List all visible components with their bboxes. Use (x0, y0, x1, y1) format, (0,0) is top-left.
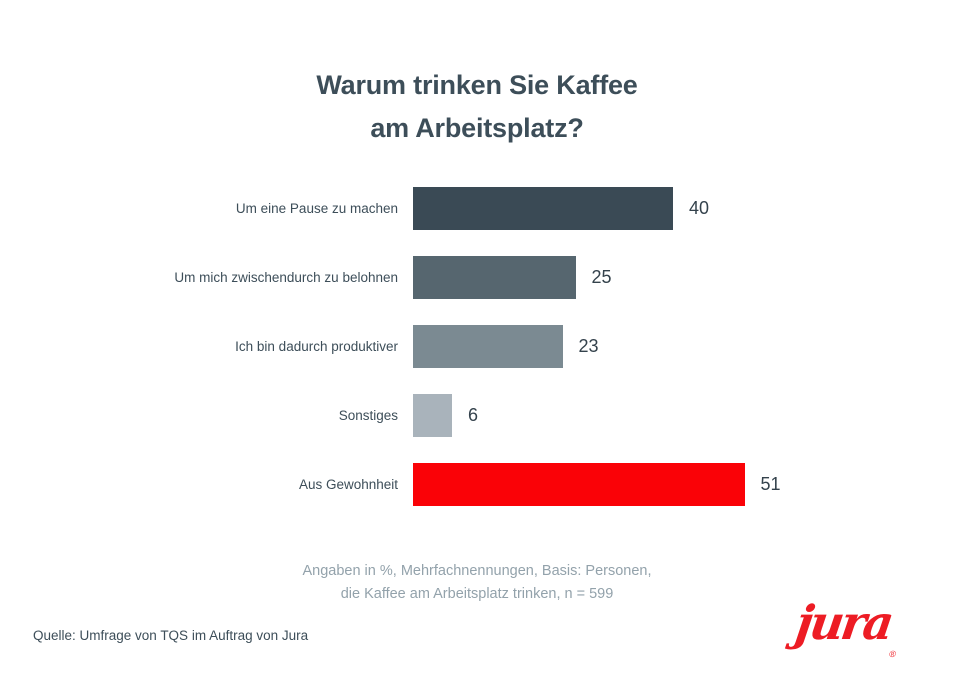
chart-footnote: Angaben in %, Mehrfachnennungen, Basis: … (0, 560, 954, 606)
chart-title: Warum trinken Sie Kaffee am Arbeitsplatz… (0, 64, 954, 150)
chart-title-line1: Warum trinken Sie Kaffee (316, 70, 638, 100)
value-label: 6 (468, 405, 479, 425)
bar (413, 394, 452, 437)
bar-row: Um eine Pause zu machen 40 (0, 187, 954, 230)
value-label: 25 (591, 267, 612, 287)
bar-chart: Um eine Pause zu machen 40 Um mich zwische… (0, 187, 954, 532)
category-label: Sonstiges (338, 408, 398, 423)
bar-row: Aus Gewohnheit 51 (0, 463, 954, 506)
value-label: 40 (689, 198, 710, 218)
bar (413, 256, 576, 299)
bar-row: Um mich zwischendurch zu belohnen 25 (0, 256, 954, 299)
footnote-line1: Angaben in %, Mehrfachnennungen, Basis: … (302, 563, 652, 579)
chart-title-line2: am Arbeitsplatz? (370, 113, 584, 143)
bar-row: Ich bin dadurch produktiver 23 (0, 325, 954, 368)
jura-logo-text: jura® (792, 596, 897, 659)
category-label: Ich bin dadurch produktiver (235, 339, 398, 354)
bar (413, 187, 673, 230)
bar (413, 325, 563, 368)
category-label: Um eine Pause zu machen (235, 201, 398, 216)
source-note: Quelle: Umfrage von TQS im Auftrag von J… (33, 628, 309, 643)
category-label: Um mich zwischendurch zu belohnen (174, 270, 398, 285)
value-label: 51 (760, 474, 781, 494)
value-label: 23 (578, 336, 599, 356)
bar-rows: Um eine Pause zu machen 40 Um mich zwische… (0, 187, 954, 506)
category-label: Aus Gewohnheit (298, 477, 398, 492)
footnote-line2: die Kaffee am Arbeitsplatz trinken, n = … (340, 586, 614, 602)
bar-row: Sonstiges 6 (0, 394, 954, 437)
registered-trademark-icon: ® (888, 649, 897, 659)
bar (413, 463, 745, 506)
jura-logo: jura® (748, 594, 898, 664)
